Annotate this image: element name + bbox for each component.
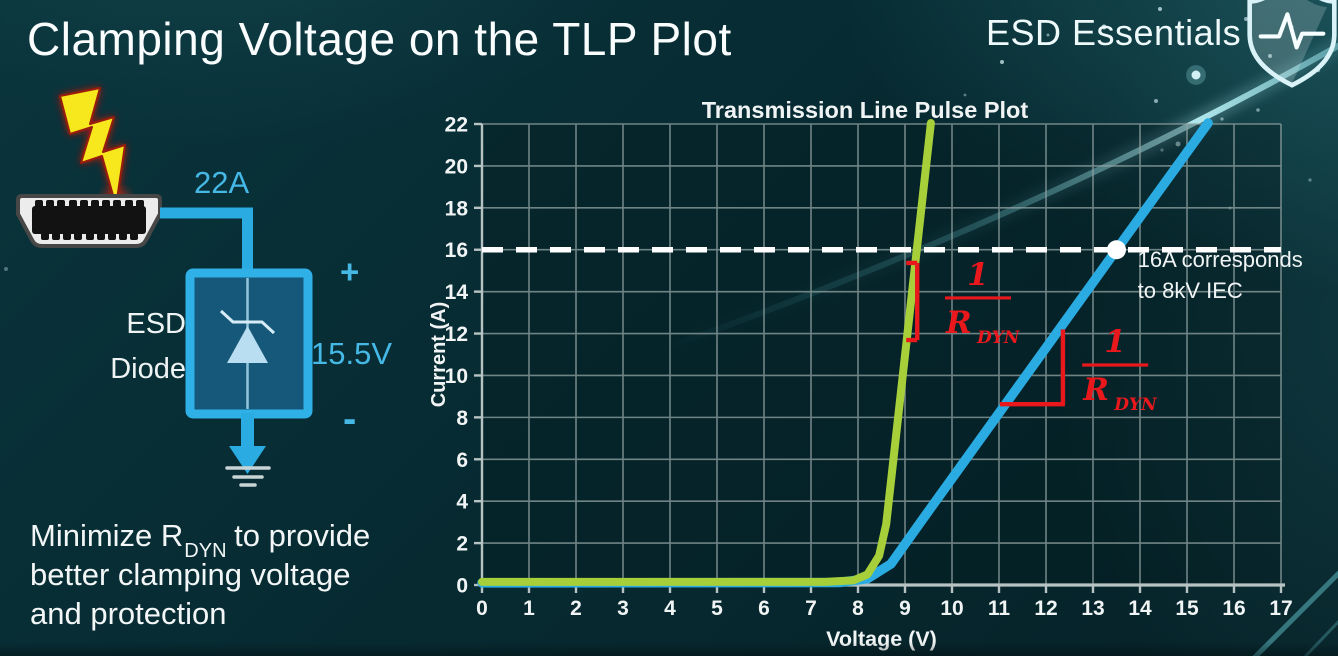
particle-dot	[1220, 117, 1224, 121]
particle-dot	[1154, 99, 1158, 103]
y-tick-label: 0	[456, 575, 468, 598]
ground-symbol-icon	[225, 466, 271, 487]
diode-triangle	[227, 326, 268, 363]
marker-label-line1: 16A corresponds	[1138, 247, 1303, 272]
y-axis-label: Current (A)	[430, 302, 450, 408]
corner-streak-2	[1303, 620, 1338, 656]
x-tick-label: 2	[570, 597, 582, 620]
particle-dot	[1101, 24, 1107, 30]
device-label-line1: ESD	[126, 308, 186, 340]
rdyn-fraction-text: DYN	[1113, 395, 1158, 415]
y-tick-label: 4	[456, 491, 468, 514]
x-tick-label: 17	[1269, 597, 1292, 620]
footer-line-3: and protection	[30, 596, 227, 631]
y-tick-label: 2	[456, 533, 468, 556]
tlp-chart: 0 1 2 3 4 5 6 7 8 9 10 11 12 13 14 15 16 1702468101214161…	[430, 97, 1303, 651]
arrow-head-icon	[229, 446, 266, 474]
plus-label: +	[340, 253, 359, 290]
particle-dot	[1244, 17, 1248, 21]
shield-outline	[1247, 0, 1337, 88]
slope-annotation	[999, 329, 1066, 407]
zener-cathode-line	[219, 309, 276, 335]
rdyn-fraction-text: 1	[1104, 324, 1126, 360]
x-tick-label: 5	[711, 597, 723, 620]
particle-dot	[1158, 7, 1162, 11]
particle-dot	[1256, 108, 1260, 112]
x-tick-label: 7	[805, 597, 817, 620]
light-swoosh	[658, 42, 1338, 353]
y-tick-label: 8	[456, 407, 468, 430]
surge-current-label: 22A	[194, 165, 249, 200]
rdyn-subscript: DYN	[184, 540, 227, 563]
esd-protection-diagram: 22A ESD Diode + 15.5V -	[16, 87, 392, 487]
footer-line-1: Minimize RDYN to provide	[30, 518, 371, 563]
marker-label-line2: to 8kV IEC	[1138, 278, 1243, 303]
marker-dot-16A	[1107, 240, 1126, 260]
particle-dot	[1000, 60, 1004, 64]
footer-line-2: better clamping voltage	[30, 557, 351, 592]
footer-note: Minimize RDYN to provide better clamping…	[30, 516, 370, 633]
x-tick-label: 0	[476, 597, 488, 620]
esd-shield-logo-icon	[1247, 0, 1337, 88]
hdmi-connector-icon	[16, 194, 162, 248]
x-tick-label: 9	[899, 597, 911, 620]
surge-wire	[160, 207, 253, 277]
x-tick-label: 4	[664, 597, 676, 620]
series-low-rdyn-esd-diode	[478, 119, 935, 586]
lightning-bolt-icon	[59, 87, 126, 207]
particle-dot	[1268, 54, 1272, 58]
x-tick-label: 1	[523, 597, 535, 620]
x-tick-label: 14	[1128, 597, 1152, 620]
x-tick-label: 13	[1081, 597, 1104, 620]
rdyn-fraction-text: 1	[967, 257, 989, 293]
device-label-line2: Diode	[110, 353, 186, 385]
particle-dot	[963, 93, 967, 97]
corner-streak	[1252, 570, 1338, 656]
clamp-voltage-label: 15.5V	[311, 336, 392, 371]
y-tick-label: 14	[445, 281, 469, 304]
page-title: Clamping Voltage on the TLP Plot	[27, 13, 732, 65]
y-tick-label: 20	[445, 155, 468, 178]
x-tick-label: 16	[1222, 597, 1245, 620]
chart-title: Transmission Line Pulse Plot	[702, 97, 1029, 123]
shield-inner-shade	[1250, 0, 1327, 84]
slope-annotation	[906, 260, 920, 343]
rdyn-fraction-text: R	[1082, 372, 1109, 408]
y-tick-label: 10	[445, 365, 468, 388]
particle-dot	[1191, 70, 1201, 80]
particle-dot	[4, 267, 8, 271]
x-axis-label: Voltage (V)	[826, 627, 937, 651]
y-tick-label: 18	[445, 197, 469, 220]
x-tick-label: 15	[1175, 597, 1199, 620]
pulse-line-icon	[1258, 12, 1326, 50]
brand-text: ESD Essentials	[986, 12, 1242, 53]
y-tick-label: 12	[445, 323, 468, 346]
x-tick-label: 12	[1034, 597, 1057, 620]
y-tick-label: 16	[445, 239, 468, 262]
x-tick-label: 6	[758, 597, 770, 620]
x-tick-label: 3	[617, 597, 629, 620]
y-tick-label: 6	[456, 449, 468, 472]
particle-dot	[1046, 33, 1050, 37]
x-tick-label: 11	[988, 597, 1011, 620]
rdyn-fraction-text: R	[945, 305, 972, 341]
x-tick-label: 8	[852, 597, 864, 620]
y-tick-label: 22	[445, 114, 468, 137]
particle-dot	[1175, 141, 1181, 147]
minus-label: -	[343, 397, 356, 441]
particle-dot	[1308, 178, 1312, 182]
x-tick-label: 10	[940, 597, 963, 620]
particle-dot	[1160, 148, 1164, 152]
rdyn-fraction-text: DYN	[976, 328, 1021, 348]
